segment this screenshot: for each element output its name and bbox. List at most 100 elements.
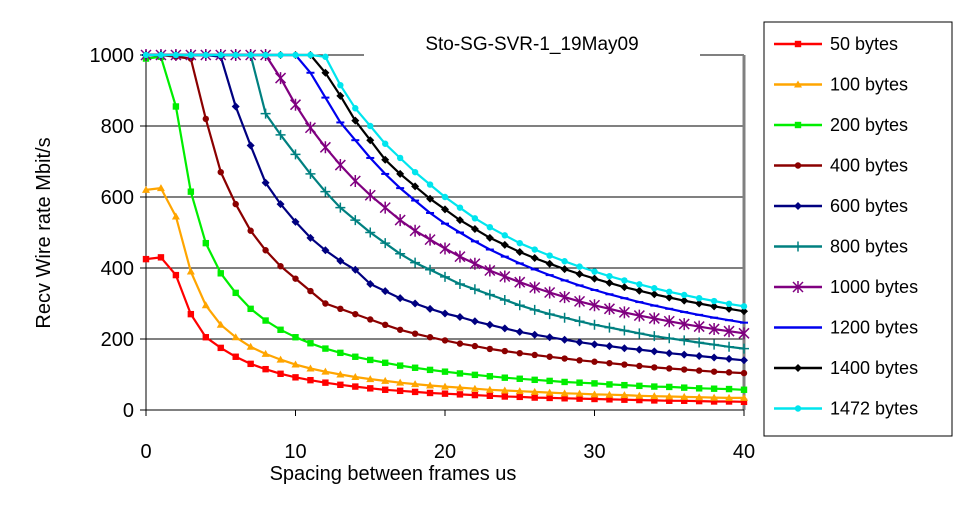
data-point (740, 393, 748, 401)
data-point (337, 305, 344, 313)
series-line (146, 53, 745, 308)
data-point (636, 382, 643, 390)
data-point (709, 339, 720, 350)
data-point (454, 250, 466, 263)
data-point (367, 385, 374, 392)
data-point (604, 322, 615, 333)
data-point (485, 320, 494, 329)
data-point (321, 68, 330, 77)
data-point (380, 238, 391, 249)
data-point (665, 349, 674, 358)
data-point (276, 200, 285, 209)
data-point (590, 274, 599, 283)
data-point (441, 390, 449, 397)
chart-title-group: Sto-SG-SVR-1_19May09 (364, 28, 700, 58)
data-point (620, 344, 629, 353)
y-tick-label: 0 (123, 400, 134, 422)
series-line (146, 53, 745, 324)
chart-title-background (364, 28, 700, 58)
data-point (680, 350, 689, 359)
data-point (560, 335, 569, 344)
data-point (172, 51, 180, 59)
data-point (247, 51, 254, 59)
data-point (202, 334, 209, 341)
data-point (456, 391, 464, 398)
data-point (366, 375, 375, 383)
data-point (382, 321, 389, 328)
data-point (366, 279, 375, 288)
data-point (351, 265, 360, 274)
data-point (739, 343, 749, 354)
data-point (232, 51, 239, 59)
y-tick-label: 1000 (90, 45, 135, 67)
data-point (426, 389, 434, 397)
data-point (471, 215, 479, 222)
data-point (650, 290, 659, 299)
data-point (292, 374, 299, 381)
data-point (409, 224, 421, 237)
data-point (321, 367, 330, 375)
data-point (381, 155, 390, 164)
data-point (710, 393, 719, 401)
data-point (499, 294, 510, 305)
data-point (292, 51, 299, 59)
data-point (247, 227, 254, 234)
data-point (142, 255, 150, 263)
series (142, 254, 748, 406)
data-point (515, 327, 524, 336)
data-point (262, 51, 269, 59)
data-point (666, 397, 673, 404)
legend-marker (794, 162, 802, 169)
data-point (156, 184, 165, 192)
data-point (367, 356, 374, 364)
data-point (322, 379, 329, 386)
data-point (501, 232, 508, 239)
data-point (618, 306, 630, 319)
data-point (232, 289, 239, 297)
data-point (291, 217, 300, 226)
data-point (650, 392, 659, 400)
data-point (486, 345, 494, 353)
data-point (396, 362, 404, 369)
data-point (485, 233, 494, 242)
data-point (470, 224, 479, 233)
data-point (470, 317, 479, 326)
data-point (217, 168, 224, 176)
legend-label: 1472 bytes (830, 399, 918, 419)
data-point (411, 388, 419, 396)
legend-marker (794, 364, 802, 372)
data-point (515, 248, 524, 257)
data-point (514, 276, 526, 289)
data-point (469, 284, 480, 295)
series (142, 51, 748, 377)
data-point (663, 315, 675, 328)
data-point (396, 387, 404, 395)
data-point (560, 265, 569, 274)
data-point (530, 387, 539, 395)
data-point (486, 373, 494, 380)
data-point (500, 240, 509, 249)
data-point (591, 358, 598, 365)
data-point (396, 378, 405, 386)
data-point (708, 323, 720, 336)
data-point (559, 312, 570, 323)
data-point (382, 359, 389, 366)
data-point (277, 326, 284, 333)
data-point (277, 263, 284, 270)
data-point (426, 381, 435, 389)
data-point (395, 248, 406, 259)
data-point (738, 327, 750, 340)
data-point (725, 354, 734, 363)
data-point (725, 385, 733, 393)
data-point (217, 270, 224, 277)
data-point (187, 188, 195, 195)
legend-marker (794, 202, 802, 210)
data-point (381, 287, 390, 296)
data-point (606, 359, 613, 367)
legend-label: 50 bytes (830, 34, 898, 54)
data-point (636, 362, 643, 370)
data-point (633, 309, 645, 322)
data-point (561, 355, 568, 362)
legend-marker (794, 121, 802, 129)
data-point (500, 386, 509, 394)
